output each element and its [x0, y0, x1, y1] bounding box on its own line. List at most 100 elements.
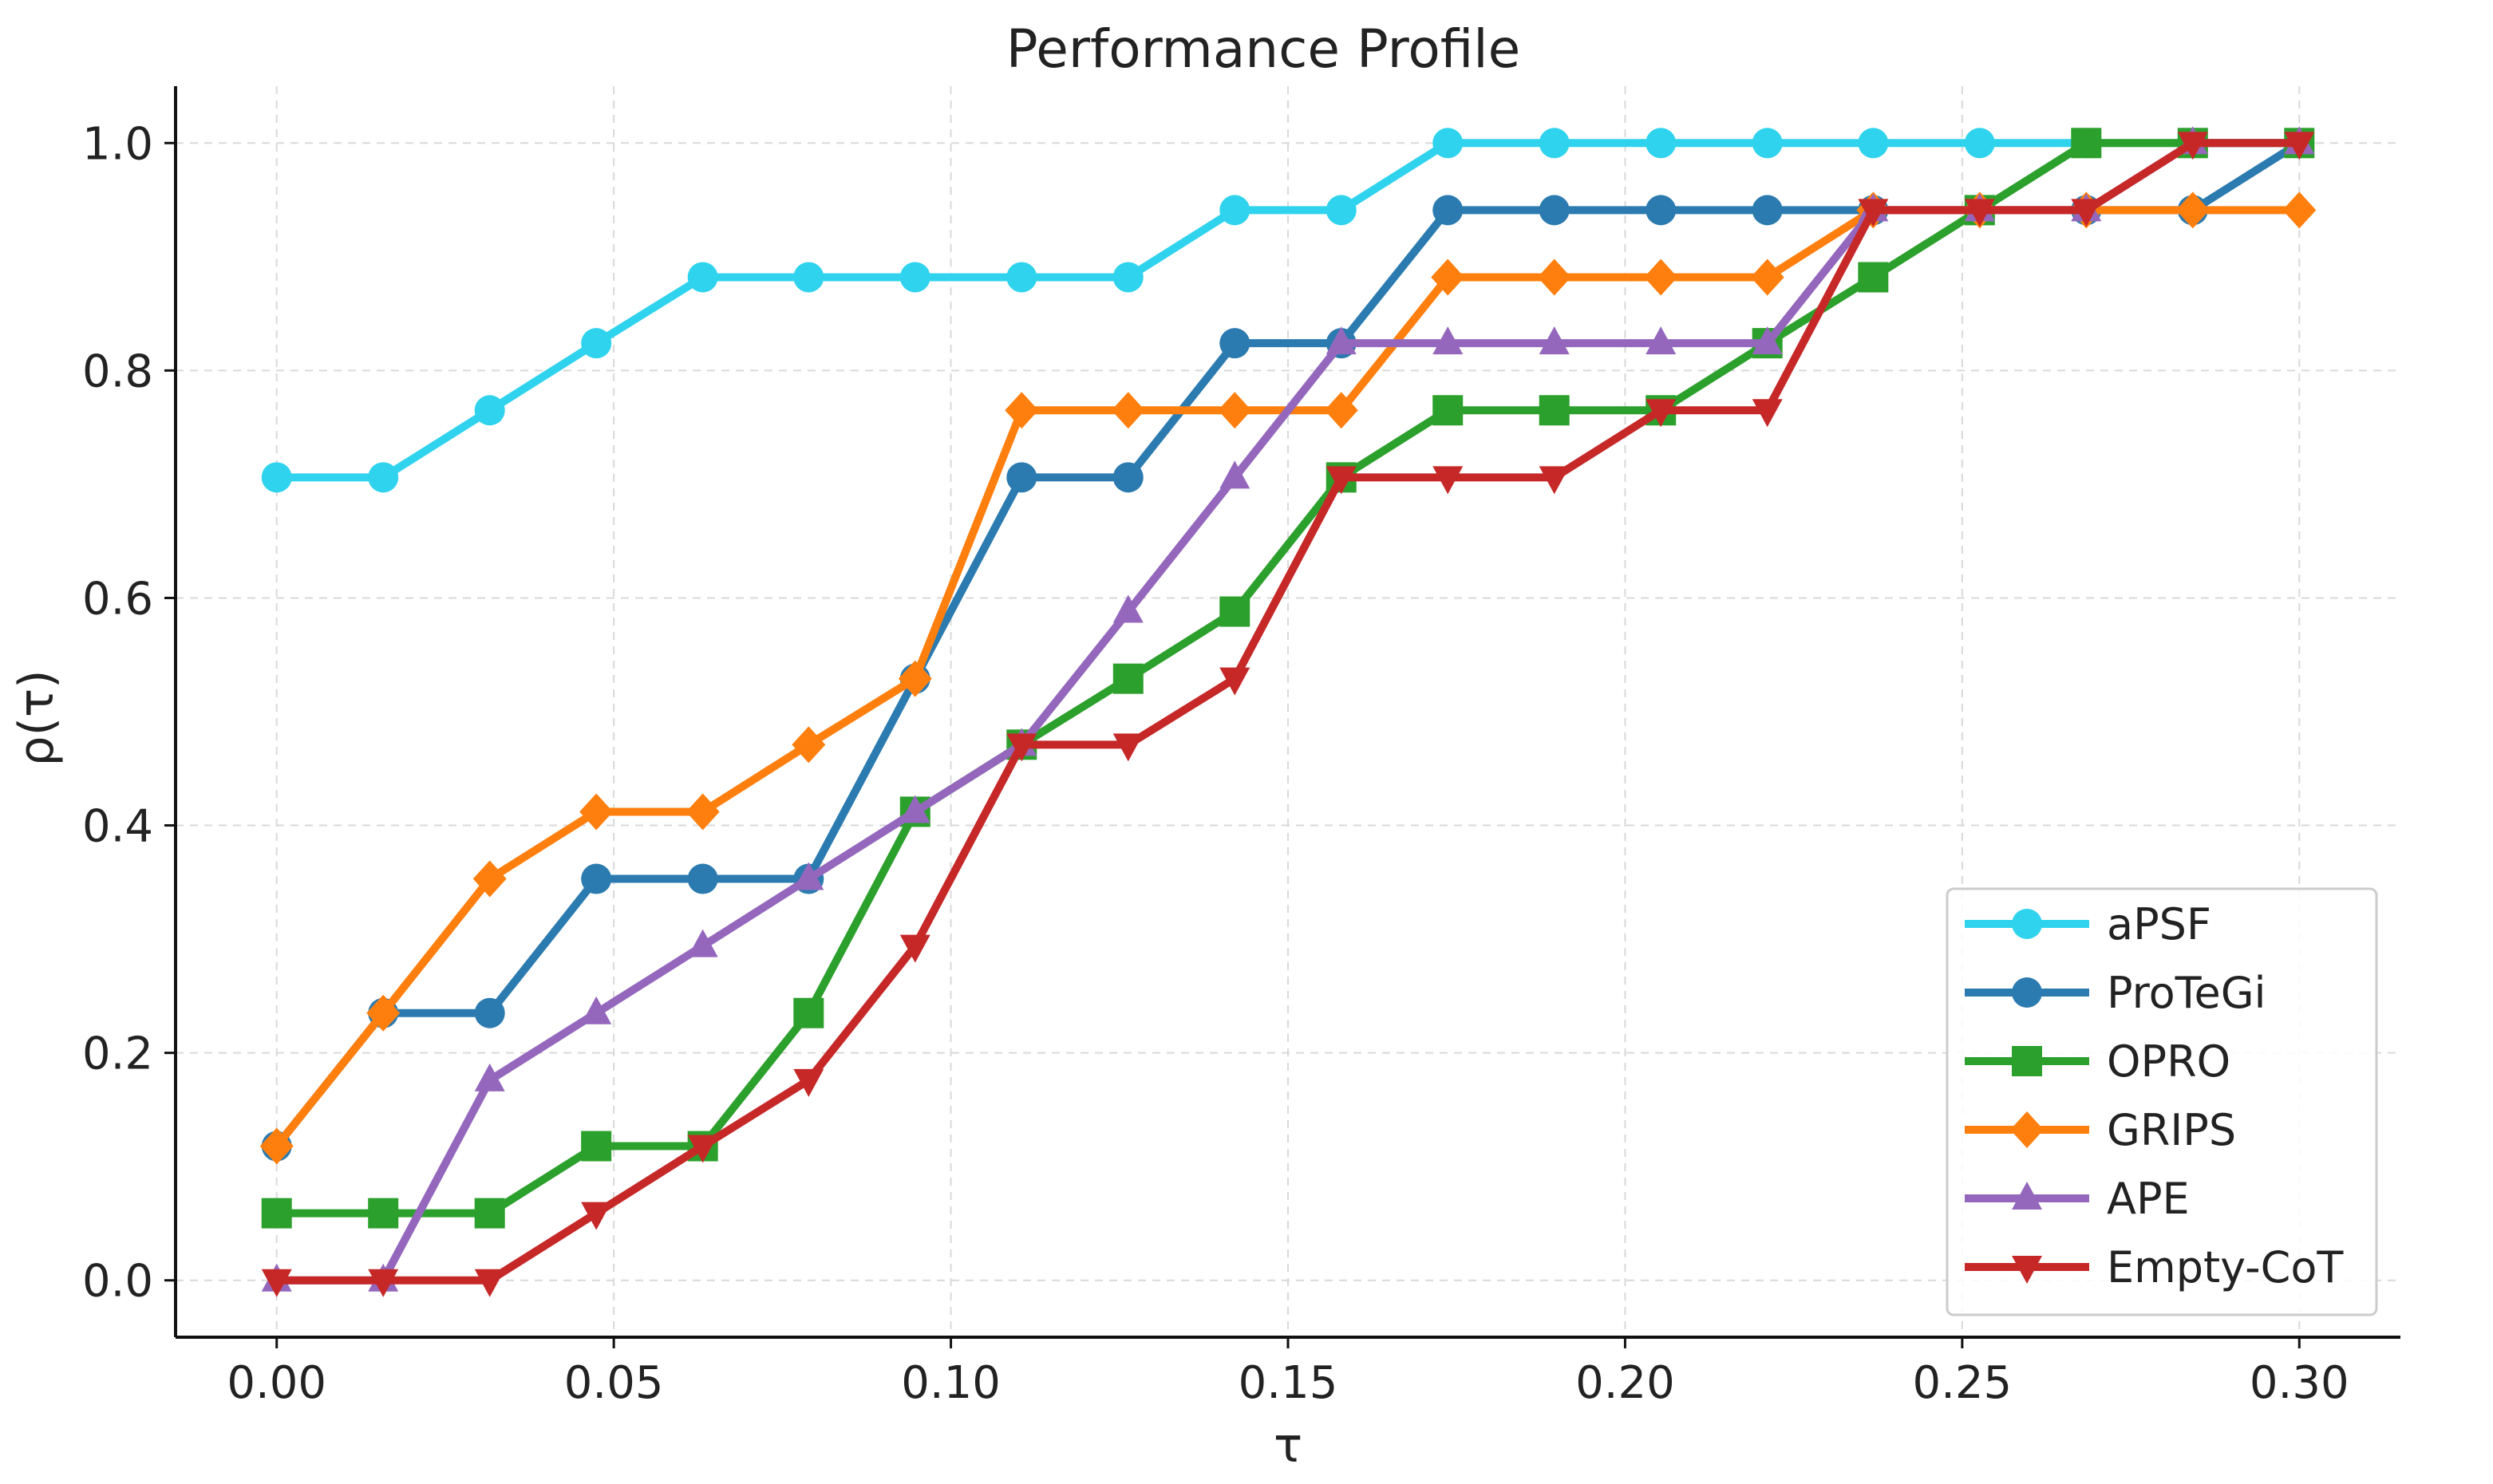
y-tick-label: 0.6 [82, 573, 153, 625]
data-point-grips [1431, 259, 1465, 296]
data-point-opro [2071, 128, 2102, 159]
data-point-empty-cot [2284, 132, 2315, 160]
data-point-empty-cot [261, 1269, 292, 1297]
data-point-empty-cot [1219, 667, 1250, 696]
data-point-grips [259, 1127, 294, 1165]
data-point-ape [1112, 594, 1144, 623]
data-point-protegi [1006, 462, 1037, 493]
legend-item-apsf: aPSF [1965, 899, 2211, 949]
data-point-apsf [687, 262, 718, 293]
data-point-empty-cot [1006, 733, 1037, 762]
data-point-apsf [1112, 262, 1144, 293]
series-empty-cot [261, 132, 2315, 1297]
data-point-opro [261, 1198, 292, 1229]
x-tick-label: 0.00 [227, 1357, 326, 1409]
data-point-grips [792, 726, 826, 764]
data-point-apsf [368, 462, 399, 493]
data-point-empty-cot [2177, 132, 2208, 160]
data-point-grips [1005, 392, 1039, 429]
data-point-empty-cot [581, 1202, 612, 1230]
data-point-ape [581, 996, 612, 1024]
series-line-apsf [272, 139, 2304, 482]
data-point-empty-cot [1646, 399, 1677, 428]
data-point-protegi [1752, 195, 1783, 226]
data-point-ape [1646, 326, 1677, 355]
data-point-apsf [1326, 195, 1357, 226]
legend-label: aPSF [2107, 899, 2211, 949]
data-point-empty-cot [474, 1269, 505, 1297]
data-point-apsf [1219, 195, 1250, 226]
legend-item-opro: OPRO [1965, 1036, 2230, 1087]
legend-item-grips: GRIPS [1965, 1105, 2236, 1155]
data-point-apsf [581, 328, 612, 359]
data-point-empty-cot [2071, 199, 2102, 227]
data-point-apsf [1646, 128, 1677, 159]
x-tick-label: 0.15 [1239, 1357, 1338, 1409]
data-point-apsf [1858, 128, 1889, 159]
data-point-empty-cot [899, 934, 930, 963]
data-point-ape [687, 929, 718, 957]
data-point-opro [1539, 395, 1570, 426]
data-point-grips [579, 793, 614, 831]
y-tick-label: 0.2 [82, 1028, 153, 1080]
data-point-empty-cot [1112, 733, 1144, 762]
legend-label: GRIPS [2107, 1105, 2236, 1155]
data-point-ape [1432, 326, 1464, 355]
legend-item-protegi: ProTeGi [1965, 968, 2266, 1018]
legend: aPSF ProTeGi OPRO GRIPS APE Empty-CoT [1946, 887, 2378, 1316]
series-line-opro [272, 139, 2304, 1218]
y-tick-label: 0.4 [82, 801, 153, 853]
data-point-ape [1326, 326, 1357, 355]
data-point-opro [474, 1198, 505, 1229]
data-point-grips [2175, 191, 2210, 229]
x-ticks: 0.00 0.05 0.10 0.15 0.20 0.25 0.30 [227, 1337, 2349, 1409]
data-point-ape [474, 1063, 505, 1091]
data-point-protegi [1219, 328, 1250, 359]
data-point-empty-cot [1432, 466, 1464, 495]
data-point-opro [1219, 596, 1250, 627]
x-tick-label: 0.25 [1913, 1357, 2013, 1409]
x-tick-label: 0.05 [564, 1357, 664, 1409]
data-point-opro [1858, 262, 1889, 293]
legend-swatch-marker [2012, 1182, 2042, 1210]
data-point-apsf [1539, 128, 1570, 159]
data-point-apsf [899, 262, 930, 293]
data-point-ape [1219, 460, 1250, 489]
legend-swatch-marker [2012, 1256, 2042, 1284]
legend-swatch-marker [2010, 1111, 2044, 1148]
data-point-empty-cot [1539, 466, 1570, 495]
data-point-empty-cot [1858, 199, 1889, 227]
data-point-grips [1644, 259, 1678, 296]
data-point-apsf [1432, 128, 1464, 159]
x-tick-label: 0.30 [2250, 1357, 2349, 1409]
data-point-grips [1218, 392, 1252, 429]
y-tick-label: 0.0 [82, 1256, 153, 1308]
data-point-apsf [1964, 128, 1995, 159]
legend-swatch-marker [2012, 909, 2042, 939]
data-point-grips [2282, 191, 2317, 229]
y-axis-title: ρ(τ) [9, 669, 65, 766]
data-point-apsf [474, 395, 505, 426]
legend-label: OPRO [2107, 1036, 2230, 1087]
data-point-opro [793, 997, 824, 1028]
chart-title: Performance Profile [1006, 18, 1520, 80]
series-line-empty-cot [272, 139, 2304, 1285]
data-point-apsf [1006, 262, 1037, 293]
data-point-protegi [1539, 195, 1570, 226]
data-point-grips [1111, 392, 1145, 429]
data-point-grips [898, 660, 932, 697]
data-point-grips [685, 793, 720, 831]
legend-item-ape: APE [1965, 1174, 2190, 1224]
data-point-opro [1112, 663, 1144, 694]
data-point-ape [899, 795, 930, 823]
legend-label: ProTeGi [2107, 968, 2266, 1018]
data-point-opro [1432, 395, 1464, 426]
data-point-ape [793, 862, 824, 890]
data-point-protegi [1112, 462, 1144, 493]
plot-area [259, 126, 2317, 1297]
data-point-protegi [581, 863, 612, 894]
data-point-ape [1539, 326, 1570, 355]
data-point-grips [472, 860, 507, 898]
y-ticks: 0.0 0.2 0.4 0.6 0.8 1.0 [82, 118, 176, 1308]
